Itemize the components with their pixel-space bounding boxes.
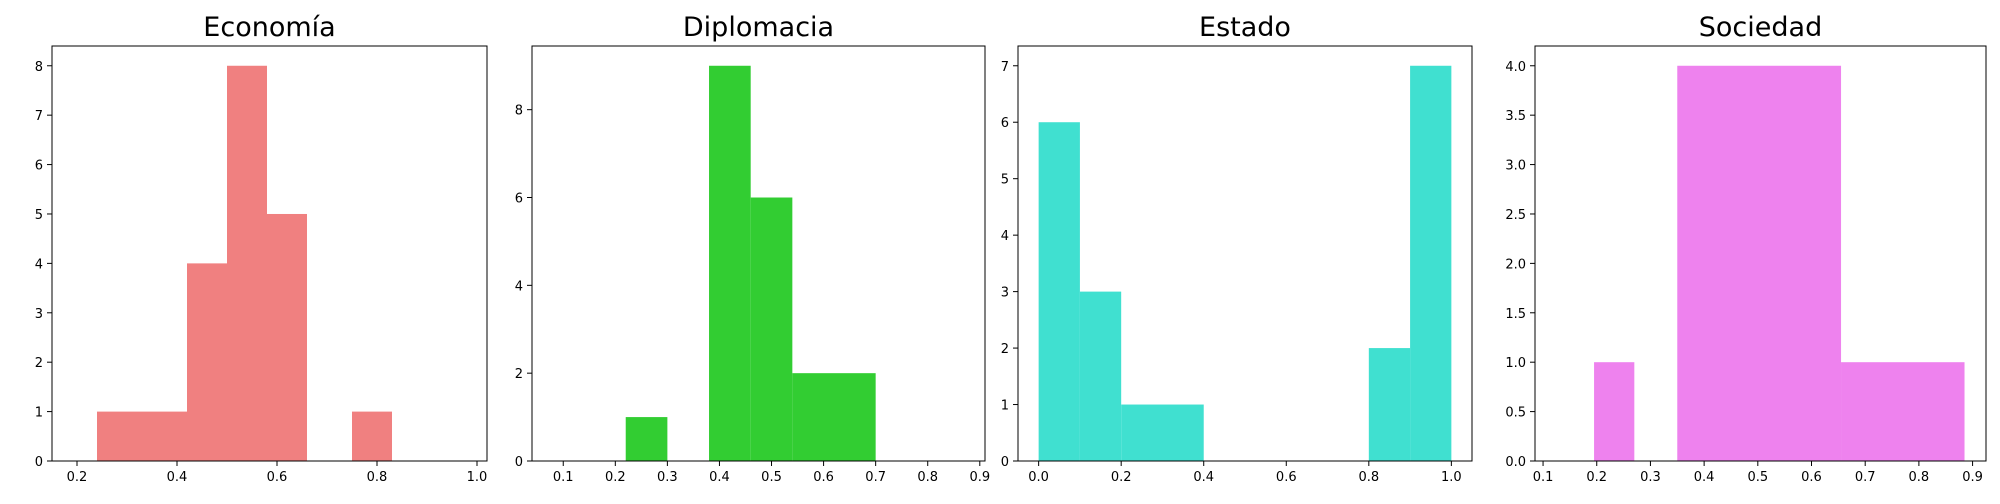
x-tick-label: 0.6: [267, 470, 288, 485]
y-tick-label: 3.5: [1505, 109, 1526, 124]
y-tick-label: 0: [1001, 455, 1009, 470]
axes-frame: [51, 45, 488, 462]
x-tick-label: 0.8: [1909, 470, 1930, 485]
y-tick-label: 1.0: [1505, 356, 1526, 371]
histogram-bar: [750, 197, 793, 461]
x-tick-label: 0.7: [865, 470, 886, 485]
histogram-bar: [625, 417, 668, 461]
y-tick-label: 3.0: [1505, 159, 1526, 174]
y-tick-label: 2: [515, 367, 523, 382]
y-tick-label: 3: [1001, 286, 1009, 301]
y-tick-label: 5: [35, 208, 43, 223]
x-tick-label: 0.5: [1747, 470, 1768, 485]
y-tick-label: 0: [35, 455, 43, 470]
x-tick-label: 0.8: [367, 470, 388, 485]
x-tick-label: 0.6: [1276, 470, 1297, 485]
y-tick-label: 1: [1001, 399, 1009, 414]
x-tick-label: 0.4: [1193, 470, 1214, 485]
histogram-bar: [97, 411, 187, 461]
histogram-bar: [352, 411, 392, 461]
x-tick-label: 0.2: [1586, 470, 1607, 485]
y-tick-label: 6: [515, 192, 523, 207]
x-tick-label: 0.2: [67, 470, 88, 485]
x-tick-label: 0.1: [1533, 470, 1554, 485]
histogram-bar: [1079, 291, 1122, 461]
y-tick-label: 8: [515, 104, 523, 119]
y-tick-label: 3: [35, 307, 43, 322]
y-tick-label: 0.0: [1505, 455, 1526, 470]
panel-2: 0.1 0.2 0.3 0.4 0.5 0.6 0.7 0.8 0.9 0 2 4 6 8 Diplomac…: [515, 12, 990, 485]
x-tick-label: 0.8: [1358, 470, 1379, 485]
y-tick-label: 7: [1001, 60, 1009, 75]
x-tick-label: 0.3: [1640, 470, 1661, 485]
y-tick-label: 5: [1001, 173, 1009, 188]
y-tick-label: 4.0: [1505, 60, 1526, 75]
axes-frame: [531, 45, 986, 462]
panel-1: 0.2 0.4 0.6 0.8 1.0 0 1 2 3 4 5 6 7 8 Economía: [35, 12, 488, 485]
y-tick-label: 0.5: [1505, 406, 1526, 421]
y-tick-label: 7: [35, 109, 43, 124]
histogram-bar: [267, 213, 307, 461]
y-tick-label: 4: [35, 257, 43, 272]
y-tick-label: 4: [515, 279, 523, 294]
y-tick-label: 4: [1001, 229, 1009, 244]
y-tick-label: 2.0: [1505, 257, 1526, 272]
panel-4: 0.1 0.2 0.3 0.4 0.5 0.6 0.7 0.8 0.9 0.0 0.5 1.0 1.5 2…: [1505, 12, 1987, 485]
y-tick-label: 1.5: [1505, 307, 1526, 322]
histogram-bar: [1841, 362, 1965, 461]
y-tick-label: 1: [35, 406, 43, 421]
x-tick-label: 0.5: [761, 470, 782, 485]
histogram-bar: [1410, 65, 1452, 461]
y-tick-label: 6: [1001, 116, 1009, 131]
panel-title: Estado: [1199, 12, 1291, 43]
x-tick-label: 0.9: [969, 470, 990, 485]
x-tick-label: 0.4: [167, 470, 188, 485]
y-tick-label: 2: [1001, 342, 1009, 357]
histogram-bar: [1121, 404, 1204, 461]
axes-frame: [1017, 45, 1473, 462]
x-tick-label: 0.0: [1028, 470, 1049, 485]
x-tick-label: 0.8: [917, 470, 938, 485]
panel-title: Sociedad: [1699, 12, 1822, 43]
histogram-bar: [1038, 122, 1080, 461]
histogram-bar: [227, 65, 267, 461]
x-tick-label: 0.2: [605, 470, 626, 485]
histogram-bar: [1594, 362, 1635, 461]
x-tick-label: 0.6: [813, 470, 834, 485]
histogram-bar: [792, 373, 876, 461]
histogram-bar: [1677, 65, 1842, 461]
y-tick-label: 2: [35, 356, 43, 371]
x-tick-label: 0.3: [657, 470, 678, 485]
histogram-bar: [187, 263, 227, 461]
y-tick-label: 6: [35, 159, 43, 174]
x-tick-label: 1.0: [467, 470, 488, 485]
panel-title: Economía: [203, 12, 335, 43]
x-tick-label: 0.4: [709, 470, 730, 485]
x-tick-label: 0.9: [1962, 470, 1983, 485]
panel-title: Diplomacia: [683, 12, 834, 43]
x-tick-label: 0.6: [1801, 470, 1822, 485]
x-tick-label: 0.7: [1855, 470, 1876, 485]
x-tick-label: 0.1: [553, 470, 574, 485]
x-tick-label: 0.2: [1111, 470, 1132, 485]
y-tick-label: 8: [35, 60, 43, 75]
x-tick-label: 1.0: [1441, 470, 1462, 485]
y-tick-label: 0: [515, 455, 523, 470]
x-tick-label: 0.4: [1694, 470, 1715, 485]
histogram-bar: [1368, 348, 1411, 461]
histogram-bar: [709, 65, 751, 461]
y-tick-label: 2.5: [1505, 208, 1526, 223]
panel-3: 0.0 0.2 0.4 0.6 0.8 1.0 0 1 2 3 4 5 6 7 Estado: [1001, 12, 1473, 485]
axes-frame: [1534, 45, 1987, 462]
